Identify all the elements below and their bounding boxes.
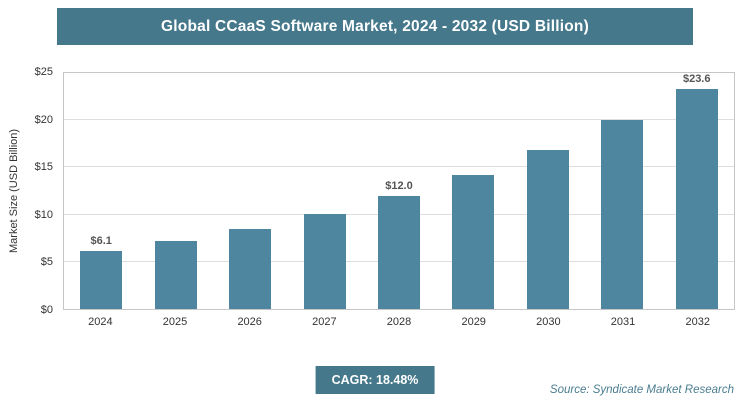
y-tick-label: $10 [34, 208, 53, 221]
x-tick-label: 2026 [237, 316, 262, 328]
bar [526, 150, 569, 309]
bar [452, 174, 495, 309]
x-tick-label: 2029 [461, 316, 486, 328]
x-axis-ticks: 2024 2025 2026 2027 2028 2029 2030 2031 2032 [63, 316, 735, 328]
bar [377, 195, 420, 309]
bar [154, 241, 197, 309]
bar [303, 213, 346, 309]
bar-value-label: $23.6 [682, 73, 711, 85]
bar-column: $6.1 [64, 73, 138, 309]
chart-title: Global CCaaS Software Market, 2024 - 203… [161, 17, 589, 35]
bar-column: $23.6 [660, 73, 734, 309]
bar-column [213, 73, 287, 309]
bar-columns: $6.1 $12.0 $23.6 [64, 73, 734, 309]
y-tick-label: $20 [34, 113, 53, 126]
bar [80, 251, 123, 309]
bar [675, 89, 718, 309]
x-tick-label: 2024 [88, 316, 113, 328]
gridline [64, 119, 734, 121]
y-tick-label: $0 [40, 304, 53, 316]
y-tick-label: $15 [34, 161, 53, 174]
chart-title-banner: Global CCaaS Software Market, 2024 - 203… [57, 8, 693, 45]
y-axis-ticks: $0 $5 $10 $15 $20 $25 [0, 66, 58, 316]
bar-column [138, 73, 212, 309]
x-tick-label: 2028 [386, 316, 412, 328]
x-tick-label: 2032 [685, 316, 710, 328]
bar-value-label: $12.0 [385, 179, 413, 192]
bar-column [511, 73, 585, 309]
bar-column: $12.0 [362, 73, 436, 309]
bar-column [436, 73, 510, 309]
x-tick-label: 2030 [536, 316, 561, 328]
x-tick-label: 2031 [610, 316, 636, 328]
source-text: Source: Syndicate Market Research [549, 384, 734, 396]
y-tick-label: $25 [34, 66, 53, 78]
bar-column [585, 73, 659, 309]
x-tick-label: 2027 [312, 316, 337, 328]
bar [601, 120, 644, 309]
y-tick-label: $5 [40, 256, 53, 269]
x-tick-label: 2025 [162, 316, 188, 328]
plot-area: $6.1 $12.0 $23.6 [63, 72, 735, 310]
bar [229, 228, 272, 309]
bar-value-label: $6.1 [90, 235, 112, 248]
cagr-badge: CAGR: 18.48% [315, 366, 435, 394]
bar-column [287, 73, 361, 309]
gridline [64, 166, 734, 168]
